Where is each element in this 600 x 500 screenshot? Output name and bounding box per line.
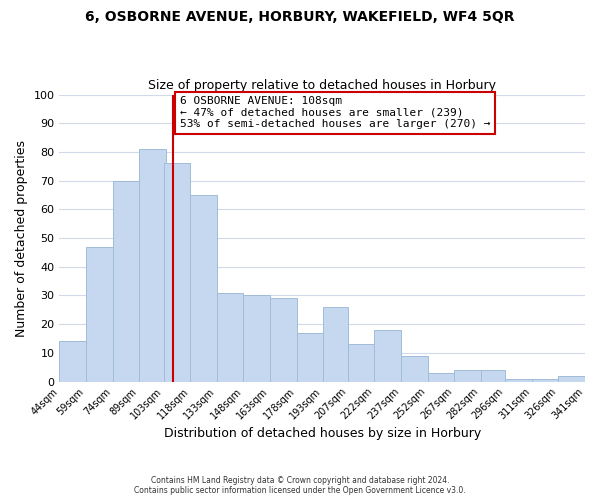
Title: Size of property relative to detached houses in Horbury: Size of property relative to detached ho…: [148, 79, 496, 92]
Bar: [454, 370, 481, 382]
Bar: [532, 378, 559, 382]
Bar: [217, 292, 244, 382]
Bar: [428, 373, 454, 382]
Bar: [244, 296, 270, 382]
Bar: [113, 180, 139, 382]
Bar: [270, 298, 296, 382]
Bar: [323, 307, 348, 382]
Bar: [190, 195, 217, 382]
Y-axis label: Number of detached properties: Number of detached properties: [15, 140, 28, 336]
Text: 6 OSBORNE AVENUE: 108sqm
← 47% of detached houses are smaller (239)
53% of semi-: 6 OSBORNE AVENUE: 108sqm ← 47% of detach…: [180, 96, 490, 129]
Text: Contains HM Land Registry data © Crown copyright and database right 2024.
Contai: Contains HM Land Registry data © Crown c…: [134, 476, 466, 495]
Bar: [59, 342, 86, 382]
Bar: [164, 164, 190, 382]
X-axis label: Distribution of detached houses by size in Horbury: Distribution of detached houses by size …: [164, 427, 481, 440]
Bar: [559, 376, 585, 382]
Bar: [86, 246, 113, 382]
Text: 6, OSBORNE AVENUE, HORBURY, WAKEFIELD, WF4 5QR: 6, OSBORNE AVENUE, HORBURY, WAKEFIELD, W…: [85, 10, 515, 24]
Bar: [374, 330, 401, 382]
Bar: [481, 370, 505, 382]
Bar: [401, 356, 428, 382]
Bar: [296, 333, 323, 382]
Bar: [139, 149, 166, 382]
Bar: [348, 344, 374, 382]
Bar: [505, 378, 532, 382]
